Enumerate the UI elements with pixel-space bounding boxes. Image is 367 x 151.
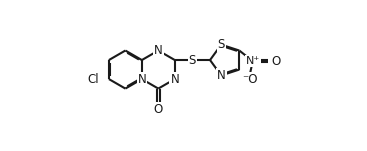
Text: S: S [189,54,196,67]
Text: N⁺: N⁺ [246,56,260,66]
Text: O: O [154,103,163,116]
Text: ⁻O: ⁻O [242,73,258,86]
Text: N: N [154,44,163,57]
Text: N: N [217,69,226,82]
Text: S: S [218,38,225,51]
Text: Cl: Cl [87,73,99,86]
Text: N: N [170,73,179,86]
Text: N: N [138,73,146,86]
Text: O: O [271,55,280,68]
